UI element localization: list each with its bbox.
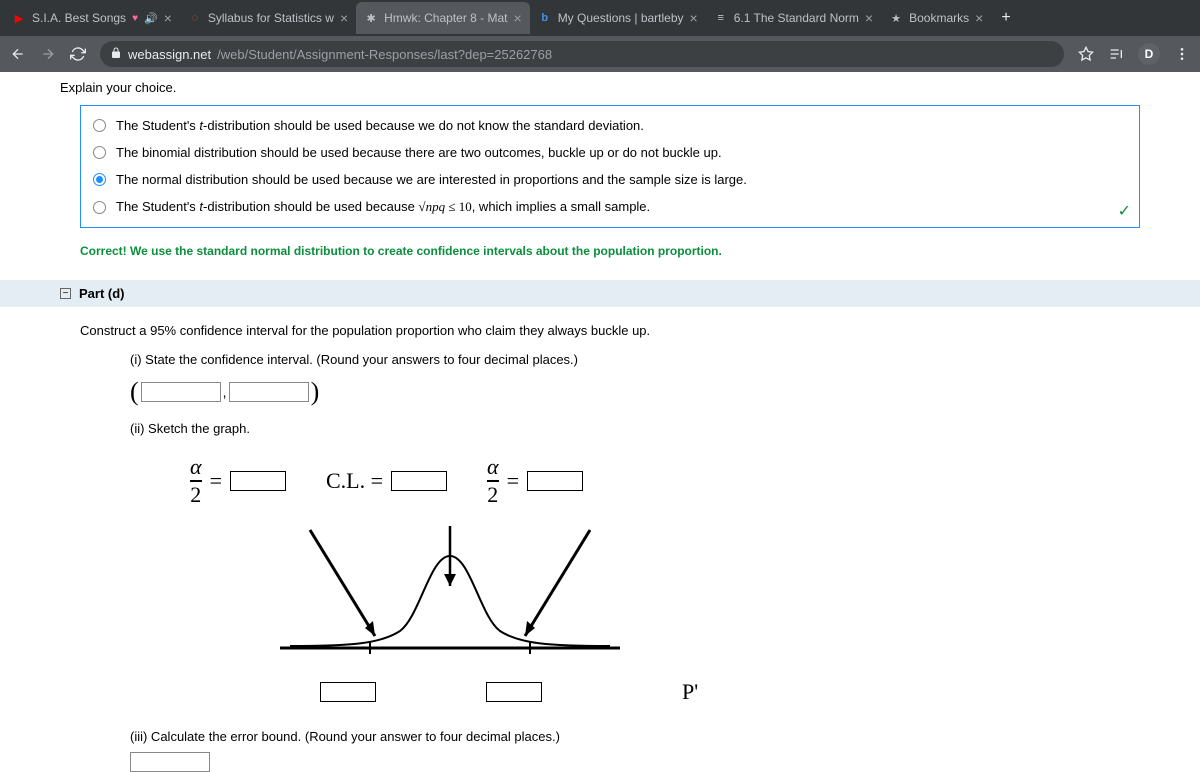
reading-list-icon[interactable]	[1108, 46, 1124, 62]
ci-inputs: ( , )	[0, 377, 1200, 417]
part-label: Part (d)	[79, 286, 125, 301]
sub-iii: (iii) Calculate the error bound. (Round …	[0, 713, 1200, 748]
graph-area: α2 = C.L. = α2 =	[0, 446, 1200, 713]
tab-bartleby[interactable]: b My Questions | bartleby ×	[530, 2, 706, 34]
ci-upper-input[interactable]	[229, 382, 309, 402]
tab-strip: ▶ S.I.A. Best Songs ♥ 🔊 × ◌ Syllabus for…	[0, 0, 1200, 36]
tab-title: My Questions | bartleby	[558, 11, 684, 25]
option-text: The Student's t-distribution should be u…	[116, 118, 644, 133]
close-icon[interactable]: ×	[514, 10, 522, 26]
bartleby-icon: b	[538, 11, 552, 25]
radio-option-3[interactable]: The normal distribution should be used b…	[81, 166, 1139, 193]
ci-lower-input[interactable]	[141, 382, 221, 402]
radio-group: The Student's t-distribution should be u…	[80, 105, 1140, 228]
tab-title: Bookmarks	[909, 11, 969, 25]
axis-right-input[interactable]	[486, 682, 542, 702]
tab-songs[interactable]: ▶ S.I.A. Best Songs ♥ 🔊 ×	[4, 2, 180, 34]
sub-ii: (ii) Sketch the graph.	[0, 417, 1200, 446]
radio-option-1[interactable]: The Student's t-distribution should be u…	[81, 112, 1139, 139]
profile-badge[interactable]: D	[1138, 43, 1160, 65]
lock-icon	[110, 47, 122, 62]
tab-title: S.I.A. Best Songs	[32, 11, 126, 25]
radio-button[interactable]	[93, 201, 106, 214]
canvas-icon: ◌	[188, 11, 202, 25]
tab-title: 6.1 The Standard Norm	[734, 11, 859, 25]
heart-icon: ♥	[132, 13, 138, 24]
option-text: The normal distribution should be used b…	[116, 172, 747, 187]
alpha-left-input[interactable]	[230, 471, 286, 491]
close-icon[interactable]: ×	[340, 10, 348, 26]
alpha-left: α2 =	[190, 454, 286, 508]
back-button[interactable]	[10, 46, 26, 62]
page-content: Explain your choice. The Student's t-dis…	[0, 72, 1200, 772]
cl-input[interactable]	[391, 471, 447, 491]
axis-inputs: P'	[320, 679, 1140, 705]
tab-title: Hmwk: Chapter 8 - Mat	[384, 11, 507, 25]
url-bar[interactable]: webassign.net/web/Student/Assignment-Res…	[100, 41, 1064, 67]
question-prompt: Explain your choice.	[0, 72, 1200, 101]
menu-icon[interactable]	[1174, 46, 1190, 62]
alpha-right: α2 =	[487, 454, 583, 508]
correct-check-icon: ✓	[1118, 201, 1131, 221]
youtube-icon: ▶	[12, 11, 26, 25]
audio-icon: 🔊	[144, 12, 158, 25]
sub-i: (i) State the confidence interval. (Roun…	[0, 348, 1200, 377]
part-d-header: − Part (d)	[0, 280, 1200, 307]
radio-button[interactable]	[93, 146, 106, 159]
axis-left-input[interactable]	[320, 682, 376, 702]
radio-option-4[interactable]: The Student's t-distribution should be u…	[81, 193, 1139, 221]
radio-option-2[interactable]: The binomial distribution should be used…	[81, 139, 1139, 166]
forward-button[interactable]	[40, 46, 56, 62]
cl-label: C.L. =	[326, 468, 383, 494]
tab-standard-norm[interactable]: ≡ 6.1 The Standard Norm ×	[706, 2, 881, 34]
tab-bookmarks[interactable]: ★ Bookmarks ×	[881, 2, 991, 34]
cl-center: C.L. =	[326, 468, 447, 494]
url-path: /web/Student/Assignment-Responses/last?d…	[217, 47, 552, 62]
star-outline-icon[interactable]	[1078, 46, 1094, 62]
option-text: The binomial distribution should be used…	[116, 145, 722, 160]
bell-curve-diagram	[270, 516, 630, 676]
close-icon[interactable]: ×	[690, 10, 698, 26]
part-d-instruct: Construct a 95% confidence interval for …	[0, 319, 1200, 348]
nav-bar: webassign.net/web/Student/Assignment-Res…	[0, 36, 1200, 72]
radio-button-selected[interactable]	[93, 173, 106, 186]
doc-icon: ≡	[714, 11, 728, 25]
close-icon[interactable]: ×	[975, 10, 983, 26]
feedback-text: Correct! We use the standard normal dist…	[0, 236, 1200, 274]
star-icon: ★	[889, 11, 903, 25]
radio-button[interactable]	[93, 119, 106, 132]
tab-hmwk[interactable]: ✱ Hmwk: Chapter 8 - Mat ×	[356, 2, 530, 34]
new-tab-button[interactable]: +	[991, 9, 1020, 27]
formula-row: α2 = C.L. = α2 =	[190, 454, 1140, 508]
option-text: The Student's t-distribution should be u…	[116, 199, 650, 215]
tab-title: Syllabus for Statistics w	[208, 11, 334, 25]
close-icon[interactable]: ×	[865, 10, 873, 26]
nav-right: D	[1078, 43, 1190, 65]
reload-button[interactable]	[70, 46, 86, 62]
collapse-button[interactable]: −	[60, 288, 71, 299]
close-icon[interactable]: ×	[164, 10, 172, 26]
webassign-icon: ✱	[364, 11, 378, 25]
alpha-right-input[interactable]	[527, 471, 583, 491]
browser-chrome: ▶ S.I.A. Best Songs ♥ 🔊 × ◌ Syllabus for…	[0, 0, 1200, 72]
p-prime-label: P'	[682, 679, 698, 705]
tab-syllabus[interactable]: ◌ Syllabus for Statistics w ×	[180, 2, 356, 34]
error-bound-input[interactable]	[130, 752, 210, 772]
url-host: webassign.net	[128, 47, 211, 62]
